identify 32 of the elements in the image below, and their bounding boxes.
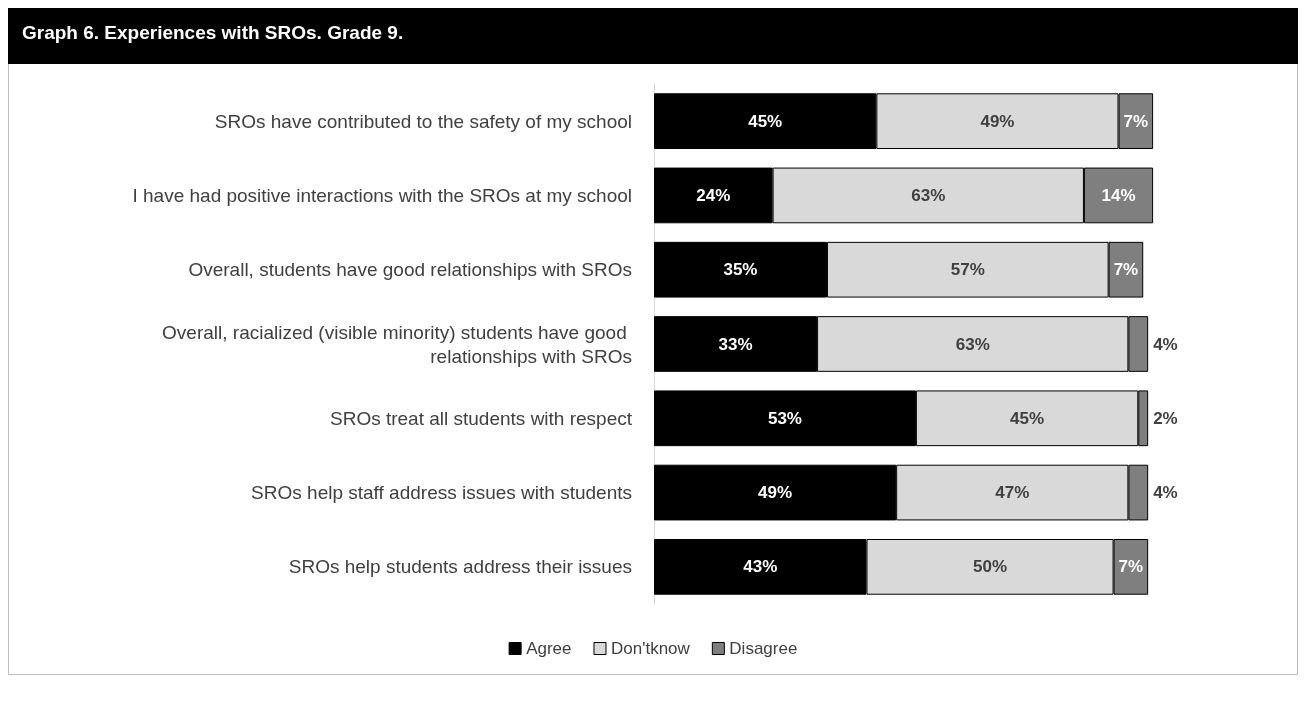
data-label: 45% <box>1010 408 1045 428</box>
legend-label: Don'tknow <box>610 639 691 658</box>
data-label: 35% <box>723 260 758 280</box>
data-label: 57% <box>950 260 985 280</box>
data-label: 43% <box>743 557 778 577</box>
data-label: 49% <box>980 111 1015 131</box>
data-label: 63% <box>955 334 990 354</box>
data-label: 4% <box>1153 483 1178 503</box>
y-tick-label: I have had positive interactions with the SROs at my school <box>132 184 632 206</box>
data-label: 4% <box>1153 334 1178 354</box>
y-tick-label: SROs have contributed to the safety of my school <box>214 110 632 132</box>
legend-label: Disagree <box>729 639 798 658</box>
data-label: 45% <box>748 111 783 131</box>
data-label: 50% <box>973 557 1008 577</box>
legend-label: Agree <box>526 639 572 658</box>
data-label: 53% <box>767 408 802 428</box>
text: Graph 6. Experiences with SROs. Grade 9. <box>8 8 1298 64</box>
y-tick-label: SROs help staff address issues with students <box>251 482 632 504</box>
data-label: 47% <box>995 483 1030 503</box>
data-label: 2% <box>1153 408 1178 428</box>
y-tick-label: Overall, students have good relationships with SROs <box>188 259 632 281</box>
data-label: 14% <box>1101 185 1136 205</box>
data-label: 49% <box>758 483 793 503</box>
data-label: 7% <box>1113 260 1139 280</box>
y-tick-label: SROs treat all students with respect <box>329 407 633 429</box>
data-label: 7% <box>1123 111 1149 131</box>
data-label: 63% <box>911 185 946 205</box>
data-label: 7% <box>1118 557 1144 577</box>
y-tick-label: SROs help students address their issues <box>288 556 632 578</box>
data-label: 33% <box>718 334 753 354</box>
y-tick-label: Overall, racialized (visible minority) students have good relationships with SROs <box>162 321 632 367</box>
data-label: 24% <box>696 185 731 205</box>
